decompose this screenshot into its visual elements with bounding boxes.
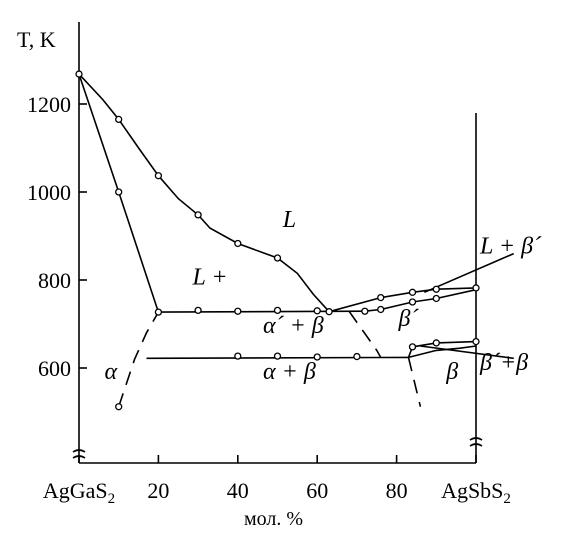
curve-beta-solvus (407, 357, 422, 407)
data-point (325, 308, 333, 316)
data-point (377, 293, 385, 302)
leader-line (420, 345, 514, 360)
data-point (115, 188, 123, 196)
data-point (361, 307, 369, 315)
curve-beta-transition-upper (407, 340, 477, 358)
region-label: β´+β (479, 350, 528, 376)
data-point (273, 254, 282, 262)
x-tick-label: 60 (306, 478, 328, 503)
region-label: α + β (263, 359, 316, 385)
axis-break-right-icon (469, 437, 483, 447)
leader-line (424, 252, 515, 294)
data-point (115, 403, 123, 411)
data-point (377, 305, 385, 314)
data-point (432, 339, 440, 347)
data-point (408, 343, 417, 351)
data-point (234, 239, 242, 248)
data-point (313, 353, 321, 361)
data-point (273, 306, 282, 315)
region-label: α´ + β (263, 313, 324, 339)
region-label: β (445, 359, 458, 385)
data-point (154, 172, 163, 180)
x-tick-label: AgGaS2 (43, 478, 115, 507)
data-point (408, 288, 417, 296)
x-tick-label: 40 (227, 478, 249, 503)
curve-alpha-beta-solvus (348, 310, 382, 358)
data-point (353, 352, 361, 361)
x-tick-label: 20 (147, 478, 169, 503)
region-label-group: L L + α´ + β β´ α α + β β L + β´ β´+β (104, 207, 542, 385)
region-label: L + (191, 264, 227, 290)
x-axis-title: мол. % (244, 508, 303, 530)
region-label: L (282, 207, 296, 233)
data-point (472, 337, 480, 346)
data-point (154, 308, 163, 316)
x-tick-label: 80 (386, 478, 408, 503)
data-point (273, 352, 282, 360)
y-tick-label: 1000 (27, 180, 71, 205)
leader-group (420, 252, 515, 360)
region-label: β´ (398, 306, 420, 332)
region-label: α (104, 359, 117, 385)
data-point (234, 307, 242, 315)
data-point (432, 294, 440, 303)
x-tick-label: AgSbS2 (441, 478, 511, 507)
data-point (472, 284, 480, 292)
region-label: L + β´ (479, 234, 542, 260)
data-point (194, 306, 202, 315)
curve-alpha-solvus (117, 311, 160, 407)
data-point (194, 211, 202, 219)
y-tick-label: 800 (38, 268, 71, 293)
curve-eutectic-line (158, 310, 365, 313)
tick-group: 600 800 1000 1200 AgGaS2 20 40 60 80 AgSbS2 (27, 92, 511, 507)
data-point (234, 352, 242, 360)
data-point (115, 115, 123, 124)
data-point (75, 70, 83, 78)
y-tick-label: 600 (38, 356, 71, 381)
y-tick-label: 1200 (27, 92, 71, 117)
point-group (75, 70, 480, 411)
data-point (408, 298, 417, 306)
data-point (313, 307, 321, 315)
y-axis-title: T, K (17, 27, 56, 52)
data-point (432, 285, 440, 293)
